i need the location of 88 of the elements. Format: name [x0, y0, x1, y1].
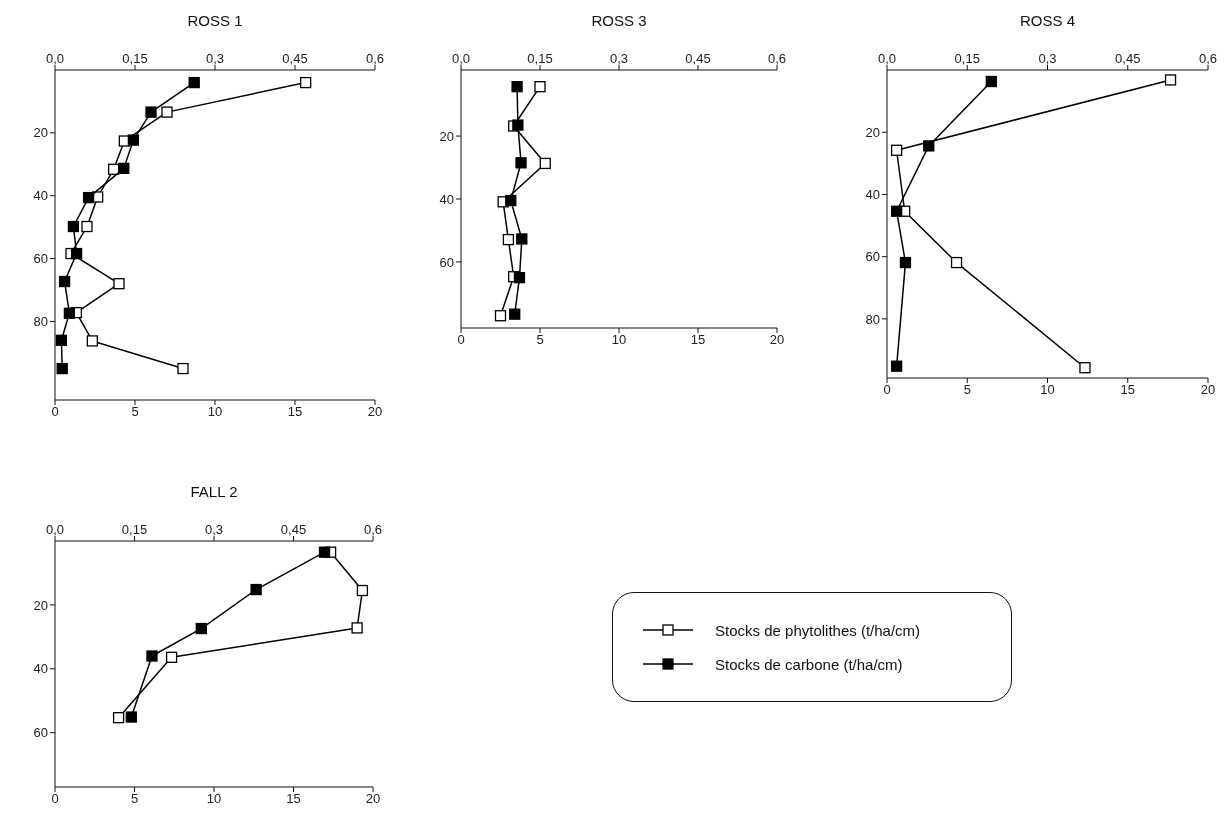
x2-tick-label: 0,6: [365, 51, 385, 66]
x-tick-label: 15: [287, 404, 303, 420]
x-tick-label: 20: [367, 404, 383, 420]
point: [890, 205, 903, 217]
legend-label: Stocks de phytolithes (t/ha/cm): [715, 621, 921, 639]
point: [512, 119, 524, 131]
x-tick-label: 5: [130, 791, 139, 807]
point: [318, 546, 331, 558]
x-tick-label: 15: [286, 791, 301, 807]
x-tick-label: 10: [206, 791, 222, 807]
x2-tick-label: 0,0: [877, 51, 897, 66]
x-tick-label: 10: [1040, 382, 1055, 398]
point: [923, 140, 935, 152]
x2-tick-label: 0,15: [954, 51, 980, 66]
y-tick-label: 40: [865, 187, 880, 203]
x2-tick-label: 0,45: [685, 51, 711, 66]
x-tick-label: 10: [611, 332, 627, 348]
point: [511, 81, 523, 93]
y-tick-label: 40: [33, 188, 48, 204]
chart-title: ROSS 4: [1019, 12, 1076, 29]
x2-tick-label: 0,15: [527, 51, 553, 66]
x-tick-label: 20: [1200, 382, 1216, 398]
point: [505, 194, 517, 207]
x-tick-label: 5: [536, 332, 544, 348]
x2-tick-label: 0,0: [451, 51, 471, 66]
point: [127, 134, 140, 146]
x-tick-label: 0: [457, 332, 465, 348]
chart-title: ROSS 1: [186, 12, 244, 29]
point: [899, 256, 912, 269]
x2-tick-label: 0,6: [1198, 51, 1218, 66]
y-tick-label: 20: [33, 597, 48, 613]
point: [195, 622, 207, 635]
y-tick-label: 80: [865, 311, 880, 327]
x2-tick-label: 0,45: [280, 522, 307, 537]
point: [250, 583, 262, 596]
point: [58, 275, 71, 288]
y-tick-label: 20: [439, 128, 454, 144]
x-tick-label: 20: [365, 791, 381, 807]
y-tick-label: 40: [33, 661, 48, 677]
y-tick-label: 20: [33, 125, 48, 141]
point: [118, 162, 130, 175]
x2-tick-label: 0,3: [609, 51, 629, 66]
point: [515, 157, 527, 169]
x-tick-label: 0: [883, 382, 891, 398]
x2-tick-label: 0,15: [121, 522, 148, 537]
point: [890, 360, 903, 372]
point: [67, 220, 80, 233]
x2-tick-label: 0,0: [45, 51, 65, 66]
x2-tick-label: 0,3: [204, 522, 224, 537]
point: [985, 75, 997, 88]
point: [56, 362, 68, 375]
y-tick-label: 60: [33, 251, 48, 267]
point: [513, 272, 526, 284]
y-tick-label: 60: [865, 249, 880, 265]
y-tick-label: 60: [439, 254, 454, 270]
chart-title: ROSS 3: [590, 12, 648, 29]
point: [125, 711, 137, 723]
x2-tick-label: 0,3: [205, 51, 225, 66]
x-tick-label: 20: [769, 332, 785, 348]
x2-tick-label: 0,6: [767, 51, 787, 66]
point: [82, 191, 95, 204]
x-tick-label: 0: [51, 404, 59, 420]
point: [516, 233, 528, 245]
x-tick-label: 15: [690, 332, 706, 348]
x-tick-label: 5: [963, 382, 971, 398]
x-tick-label: 0: [51, 791, 59, 807]
point: [146, 650, 158, 662]
x2-tick-label: 0,45: [1115, 51, 1141, 66]
y-tick-label: 20: [865, 124, 880, 140]
y-tick-label: 60: [33, 725, 48, 741]
x2-tick-label: 0,0: [45, 522, 65, 537]
chart-title: FALL 2: [189, 483, 239, 500]
legend-label: Stocks de carbone (t/ha/cm): [715, 655, 903, 673]
x-tick-label: 5: [131, 404, 139, 420]
x2-tick-label: 0,45: [282, 51, 308, 66]
x2-tick-label: 0,15: [122, 51, 148, 66]
point: [55, 334, 68, 346]
point: [63, 307, 76, 319]
point: [188, 76, 200, 89]
x-tick-label: 15: [1120, 382, 1135, 398]
point: [145, 106, 157, 118]
x-tick-label: 10: [207, 404, 223, 420]
y-tick-label: 40: [439, 191, 454, 207]
x2-tick-label: 0,6: [363, 522, 383, 537]
x2-tick-label: 0,3: [1038, 51, 1057, 66]
y-tick-label: 80: [33, 314, 48, 330]
point: [509, 308, 521, 320]
point: [70, 247, 83, 260]
